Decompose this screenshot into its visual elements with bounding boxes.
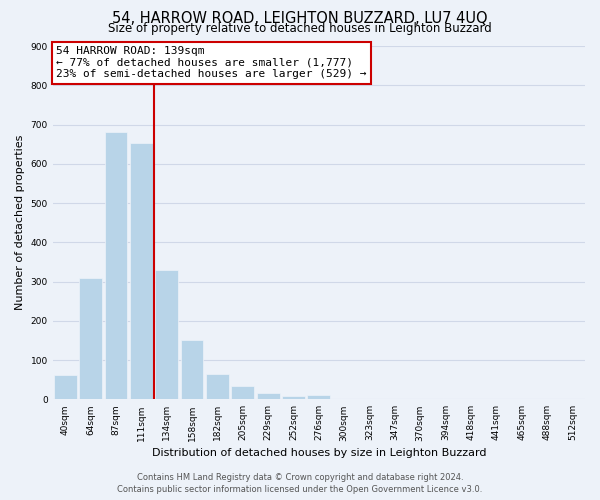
Bar xyxy=(561,398,584,400)
Text: 54, HARROW ROAD, LEIGHTON BUZZARD, LU7 4UQ: 54, HARROW ROAD, LEIGHTON BUZZARD, LU7 4… xyxy=(112,11,488,26)
Bar xyxy=(257,394,280,400)
Bar xyxy=(282,396,305,400)
X-axis label: Distribution of detached houses by size in Leighton Buzzard: Distribution of detached houses by size … xyxy=(152,448,486,458)
Text: 54 HARROW ROAD: 139sqm
← 77% of detached houses are smaller (1,777)
23% of semi-: 54 HARROW ROAD: 139sqm ← 77% of detached… xyxy=(56,46,367,79)
Bar xyxy=(206,374,229,400)
Bar xyxy=(104,132,127,400)
Bar xyxy=(485,398,508,400)
Bar xyxy=(130,144,153,400)
Text: Contains HM Land Registry data © Crown copyright and database right 2024.
Contai: Contains HM Land Registry data © Crown c… xyxy=(118,472,482,494)
Bar xyxy=(232,386,254,400)
Bar xyxy=(307,396,330,400)
Text: Size of property relative to detached houses in Leighton Buzzard: Size of property relative to detached ho… xyxy=(108,22,492,35)
Bar xyxy=(155,270,178,400)
Bar xyxy=(79,278,102,400)
Bar xyxy=(333,398,356,400)
Y-axis label: Number of detached properties: Number of detached properties xyxy=(15,135,25,310)
Bar xyxy=(181,340,203,400)
Bar xyxy=(54,374,77,400)
